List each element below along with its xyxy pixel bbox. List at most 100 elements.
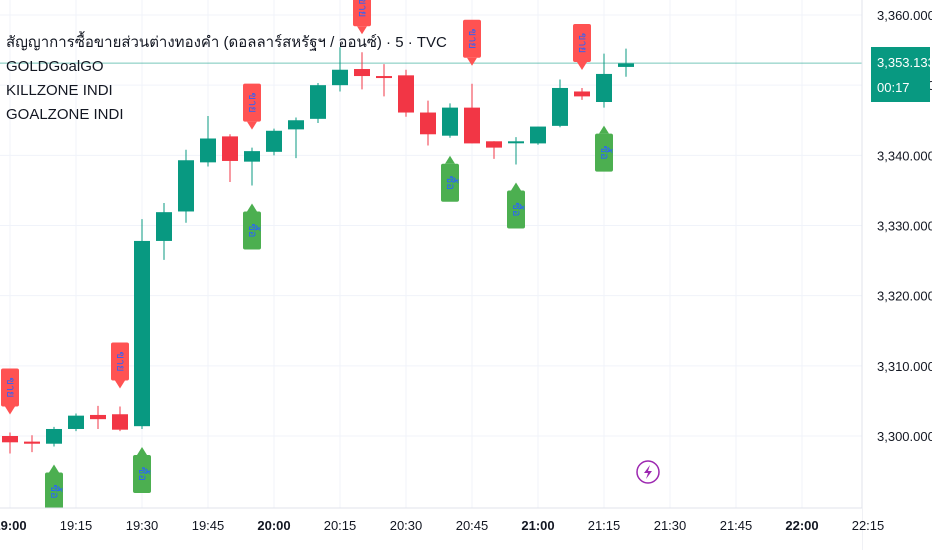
candle[interactable] xyxy=(2,432,18,454)
candle[interactable] xyxy=(90,405,106,429)
candle[interactable] xyxy=(486,141,502,159)
candle-body[interactable] xyxy=(508,141,524,144)
buy-signal-box[interactable] xyxy=(133,454,151,493)
candle[interactable] xyxy=(552,79,568,128)
candle[interactable] xyxy=(354,52,370,90)
legend-indicator-goldgoalgo[interactable]: GOLDGoalGO xyxy=(6,58,104,75)
candle-body[interactable] xyxy=(442,107,458,136)
candle[interactable] xyxy=(376,64,392,97)
price-tick-label: 3,360.000 xyxy=(877,8,932,23)
legend-title[interactable]: สัญญาการซื้อขายส่วนต่างทองคำ (ดอลลาร์สหร… xyxy=(6,34,447,51)
candles-layer[interactable] xyxy=(2,47,634,454)
sell-signal-box[interactable] xyxy=(111,342,129,381)
candle-body[interactable] xyxy=(90,414,106,420)
candle-body[interactable] xyxy=(420,112,436,135)
candle[interactable] xyxy=(508,137,524,165)
candle-body[interactable] xyxy=(244,151,260,162)
candle[interactable] xyxy=(420,100,436,146)
legend-indicator-goalzone[interactable]: GOALZONE INDI xyxy=(6,106,124,123)
buy-signal-label[interactable]: ซื้อ xyxy=(243,203,261,250)
legend-indicator-killzone[interactable]: KILLZONE INDI xyxy=(6,82,113,99)
sell-signal-label[interactable]: ขาย xyxy=(1,368,19,415)
sell-signal-label[interactable]: ขาย xyxy=(111,342,129,389)
sell-signal-box[interactable] xyxy=(463,19,481,58)
candle-body[interactable] xyxy=(596,73,612,103)
price-tick-label: 3,340.000 xyxy=(877,148,932,163)
candle-body[interactable] xyxy=(112,414,128,430)
chart-legend[interactable]: สัญญาการซื้อขายส่วนต่างทองคำ (ดอลลาร์สหร… xyxy=(6,31,447,127)
candle-body[interactable] xyxy=(464,107,480,144)
candle[interactable] xyxy=(68,413,84,432)
candle[interactable] xyxy=(464,83,480,144)
candle[interactable] xyxy=(134,219,150,429)
candle[interactable] xyxy=(310,83,326,124)
candle[interactable] xyxy=(266,128,282,156)
candle[interactable] xyxy=(46,426,62,447)
candle-body[interactable] xyxy=(222,136,238,161)
buy-signal-pointer xyxy=(445,155,455,164)
candle-body[interactable] xyxy=(24,441,40,444)
candle-body[interactable] xyxy=(288,120,304,130)
candle-body[interactable] xyxy=(398,75,414,113)
candle-body[interactable] xyxy=(552,87,568,126)
candle-body[interactable] xyxy=(376,76,392,79)
candle-body[interactable] xyxy=(354,69,370,77)
candle-body[interactable] xyxy=(2,436,18,443)
candle[interactable] xyxy=(530,126,546,145)
time-tick-label: 21:15 xyxy=(588,518,621,533)
buy-signal-label[interactable]: ซื้อ xyxy=(441,155,459,202)
candle[interactable] xyxy=(332,47,348,92)
buy-signal-pointer xyxy=(599,125,609,134)
candle-body[interactable] xyxy=(68,415,84,429)
candle[interactable] xyxy=(112,406,128,432)
candle[interactable] xyxy=(178,149,194,223)
time-axis[interactable]: 19:00 19:15 19:30 19:45 20:00 20:15 20:30 20:45… xyxy=(0,507,884,550)
candle-body[interactable] xyxy=(46,428,62,444)
candle[interactable] xyxy=(618,48,634,77)
candle-body[interactable] xyxy=(178,160,194,212)
candle-body[interactable] xyxy=(486,141,502,148)
candle-body[interactable] xyxy=(266,130,282,152)
buy-signal-label[interactable]: ซื้อ xyxy=(507,182,525,229)
sell-signal-box[interactable] xyxy=(573,23,591,62)
buy-signal-box[interactable] xyxy=(507,190,525,229)
candle-body[interactable] xyxy=(618,63,634,67)
candle[interactable] xyxy=(222,134,238,182)
buy-signal-box[interactable] xyxy=(595,133,613,172)
candle-body[interactable] xyxy=(156,212,172,241)
candle[interactable] xyxy=(244,147,260,186)
signals-layer[interactable]: ขายซื้อขายซื้อซื้อขายขายซื้อขายซื้อขายซื… xyxy=(1,0,613,511)
sell-signal-label[interactable]: ขาย xyxy=(573,23,591,70)
buy-signal-box[interactable] xyxy=(45,472,63,511)
candle-body[interactable] xyxy=(574,91,590,97)
time-tick-label: 20:15 xyxy=(324,518,357,533)
last-price-tag: 3,353.133 00:17 xyxy=(871,47,932,102)
candle[interactable] xyxy=(156,203,172,260)
buy-signal-pointer xyxy=(247,203,257,212)
candle[interactable] xyxy=(596,53,612,108)
candle[interactable] xyxy=(200,116,216,167)
time-tick-label: 20:00 xyxy=(257,518,290,533)
candle[interactable] xyxy=(574,87,590,100)
buy-signal-label[interactable]: ซื้อ xyxy=(595,125,613,172)
buy-signal-label[interactable]: ซื้อ xyxy=(45,464,63,511)
sell-signal-box[interactable] xyxy=(353,0,371,27)
sell-signal-label[interactable]: ขาย xyxy=(353,0,371,35)
candle-body[interactable] xyxy=(530,126,546,144)
candle[interactable] xyxy=(288,117,304,159)
buy-signal-label[interactable]: ซื้อ xyxy=(133,446,151,493)
candle-body[interactable] xyxy=(310,85,326,119)
buy-signal-box[interactable] xyxy=(441,163,459,202)
candle-body[interactable] xyxy=(332,69,348,86)
candle-body[interactable] xyxy=(200,138,216,163)
candle[interactable] xyxy=(24,435,40,453)
sell-signal-label[interactable]: ขาย xyxy=(463,19,481,66)
candle-body[interactable] xyxy=(134,240,150,427)
candle[interactable] xyxy=(398,69,414,117)
sell-signal-box[interactable] xyxy=(243,83,261,122)
sell-signal-box[interactable] xyxy=(1,368,19,407)
buy-signal-text: ซื้อ xyxy=(598,146,613,160)
sell-signal-label[interactable]: ขาย xyxy=(243,83,261,130)
buy-signal-box[interactable] xyxy=(243,211,261,250)
candle[interactable] xyxy=(442,103,458,138)
